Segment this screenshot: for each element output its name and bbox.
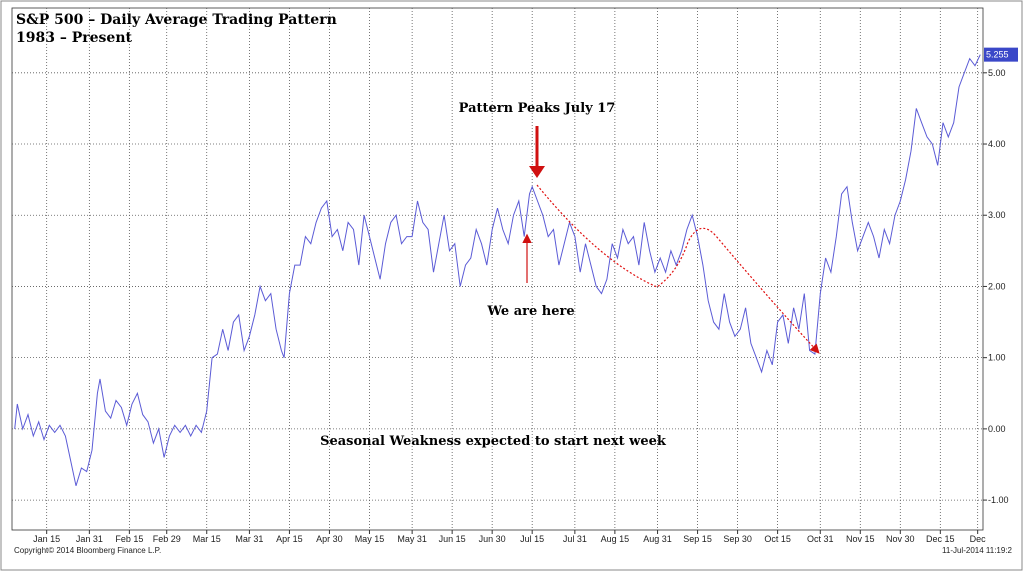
x-tick-label: Jul 15 — [520, 534, 544, 544]
annotation: We are here — [486, 304, 574, 319]
x-tick-label: Nov 15 — [846, 534, 875, 544]
y-tick-label: 5.00 — [988, 68, 1006, 78]
x-tick-label: Aug 15 — [601, 534, 630, 544]
x-tick-label: Jan 15 — [33, 534, 60, 544]
x-tick-label: Mar 15 — [193, 534, 221, 544]
plot-area — [11, 7, 984, 531]
x-tick-label: Feb 15 — [115, 534, 143, 544]
y-tick-label: 0.00 — [988, 424, 1006, 434]
pattern-curve — [536, 184, 820, 354]
y-tick-label: -1.00 — [988, 495, 1009, 505]
peak-arrow-head — [529, 166, 545, 178]
last-value-label: 5.255 — [986, 50, 1009, 60]
x-tick-label: Oct 31 — [807, 534, 834, 544]
x-tick-label: Dec 15 — [926, 534, 955, 544]
x-tick-label: Sep 15 — [683, 534, 712, 544]
x-tick-label: Sep 30 — [723, 534, 752, 544]
x-tick-label: Jul 31 — [563, 534, 587, 544]
x-tick-label: Aug 31 — [643, 534, 672, 544]
x-tick-label: Jun 15 — [439, 534, 466, 544]
x-tick-label: Nov 30 — [886, 534, 915, 544]
series-line — [14, 54, 981, 486]
grid — [12, 8, 983, 530]
series — [14, 54, 981, 486]
footer-right: 11-Jul-2014 11:19:2 — [942, 546, 1013, 555]
y-tick-label: 1.00 — [988, 353, 1006, 363]
x-tick-label: May 15 — [355, 534, 385, 544]
x-tick-label: Dec — [970, 534, 987, 544]
footer-left: Copyright© 2014 Bloomberg Finance L.P. — [14, 546, 161, 555]
x-tick-label: Mar 31 — [235, 534, 263, 544]
x-tick-label: Jan 31 — [76, 534, 103, 544]
last-value-box — [984, 47, 1018, 62]
x-tick-label: Feb 29 — [153, 534, 181, 544]
x-tick-label: Jun 30 — [479, 534, 506, 544]
y-tick-label: 4.00 — [988, 139, 1006, 149]
x-tick-label: May 31 — [397, 534, 427, 544]
y-tick-label: 3.00 — [988, 210, 1006, 220]
annotation: Pattern Peaks July 17 — [459, 101, 616, 116]
x-tick-label: Apr 15 — [276, 534, 303, 544]
x-tick-label: Apr 30 — [316, 534, 343, 544]
chart-title: S&P 500 – Daily Average Trading Pattern — [16, 12, 337, 28]
y-tick-label: 2.00 — [988, 281, 1006, 291]
x-tick-label: Oct 15 — [764, 534, 791, 544]
annotation: Seasonal Weakness expected to start next… — [320, 434, 667, 449]
chart-subtitle: 1983 – Present — [16, 30, 132, 46]
